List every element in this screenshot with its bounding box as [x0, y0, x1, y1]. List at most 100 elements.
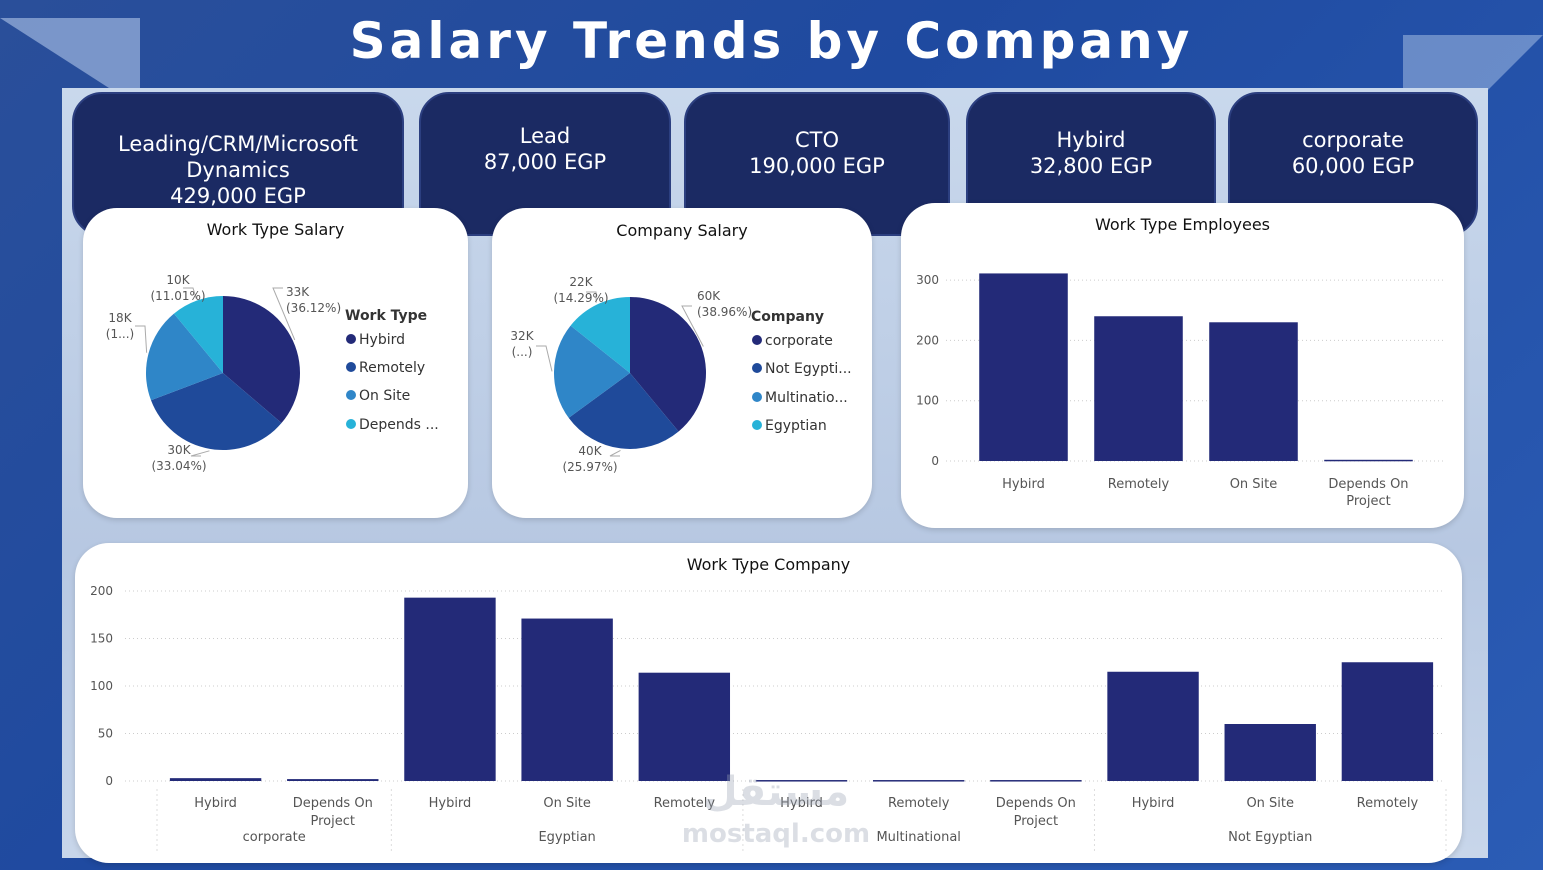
- x-tick-label: Remotely: [1108, 477, 1170, 492]
- bar[interactable]: [979, 273, 1068, 461]
- y-tick-label: 150: [90, 632, 113, 646]
- legend-item[interactable]: Multinatio...: [752, 390, 848, 406]
- x-tick-label: Remotely: [888, 796, 950, 811]
- chart-title: Work Type Salary: [206, 220, 345, 239]
- pie-data-label-pct: (1...): [106, 327, 134, 341]
- pie-data-label: 40K: [578, 444, 602, 458]
- company-salary-card: Company Salary 60K (38.96%) 40K (25.97%) 32K…: [492, 208, 872, 518]
- legend-item[interactable]: Not Egypti...: [752, 361, 852, 377]
- pie-data-label-pct: (33.04%): [151, 459, 206, 473]
- legend-label: Multinatio...: [765, 390, 848, 406]
- pie-data-label-pct: (11.01%): [150, 289, 205, 303]
- pie-data-label: 30K: [167, 443, 191, 457]
- kpi-value: 190,000 EGP: [749, 154, 885, 178]
- bar[interactable]: [990, 780, 1082, 782]
- pie-data-label-pct: (25.97%): [562, 460, 617, 474]
- bar[interactable]: [1324, 459, 1413, 462]
- legend-label: corporate: [765, 333, 833, 349]
- legend-label: Depends ...: [359, 417, 439, 433]
- x-tick-label: Project: [311, 814, 355, 829]
- watermark-latin: mostaql.com: [682, 819, 870, 849]
- page-title: Salary Trends by Company: [349, 12, 1194, 70]
- pie-slice[interactable]: [570, 297, 630, 373]
- legend-swatch: [752, 335, 762, 345]
- pie-slice[interactable]: [173, 296, 223, 373]
- kpi-label: Leading/CRM/Microsoft: [117, 132, 358, 156]
- pie-data-label-pct: (14.29%): [553, 291, 608, 305]
- chart-title: Company Salary: [616, 221, 748, 240]
- bar[interactable]: [287, 779, 379, 781]
- pie-leader-line: [190, 450, 210, 457]
- legend-swatch: [346, 390, 356, 400]
- chart-title: Work Type Company: [686, 555, 851, 574]
- kpi-value: 429,000 EGP: [170, 184, 306, 208]
- x-tick-label: Remotely: [654, 796, 716, 811]
- bar[interactable]: [872, 780, 965, 782]
- bar[interactable]: [404, 597, 496, 781]
- work-type-salary-pie: 33K (36.12%) 30K (33.04%) 18K (1...) 10K (11.01…: [106, 273, 341, 473]
- group-label: Multinational: [876, 830, 960, 845]
- pie-data-label: 10K: [166, 273, 190, 287]
- bar[interactable]: [1224, 724, 1316, 781]
- x-tick-label: On Site: [1246, 796, 1294, 811]
- company-salary-pie: 60K (38.96%) 40K (25.97%) 32K (...) 22K (14.29%…: [510, 275, 752, 474]
- work-type-company-chart: 0 50 100 150 200 Hybird Depends On Project corpo…: [90, 584, 1447, 851]
- y-tick-label: 200: [916, 333, 939, 347]
- pie-data-label-pct: (38.96%): [697, 305, 752, 319]
- legend-swatch: [752, 420, 762, 430]
- x-tick-label: Depends On: [1328, 477, 1408, 492]
- legend-swatch: [752, 363, 762, 373]
- pie-leader-line: [536, 345, 553, 372]
- bar[interactable]: [1341, 662, 1434, 781]
- pie-slice[interactable]: [146, 313, 223, 401]
- pie-data-label: 60K: [697, 289, 721, 303]
- kpi-value: 32,800 EGP: [1029, 154, 1153, 178]
- x-tick-label: Hybird: [780, 796, 823, 811]
- pie-slice[interactable]: [630, 297, 706, 432]
- group-label: Not Egyptian: [1228, 830, 1312, 845]
- pie-leader-line: [272, 287, 296, 341]
- pie-slice[interactable]: [223, 296, 300, 424]
- x-tick-label: Remotely: [1357, 796, 1419, 811]
- pie-data-label-pct: (36.12%): [286, 301, 341, 315]
- bar[interactable]: [1107, 671, 1199, 781]
- legend-item[interactable]: Hybird: [346, 332, 405, 348]
- x-tick-label: Hybird: [194, 796, 237, 811]
- kpi-label: CTO: [794, 128, 840, 152]
- kpi-value: 87,000 EGP: [483, 150, 607, 174]
- legend-item[interactable]: On Site: [346, 388, 410, 404]
- kpi-value: 60,000 EGP: [1291, 154, 1415, 178]
- watermark-logo: مستقل mostaql.com: [682, 769, 870, 849]
- bar[interactable]: [1209, 322, 1298, 461]
- kpi-label: Lead: [519, 124, 571, 148]
- legend-item[interactable]: Remotely: [346, 360, 425, 376]
- y-tick-label: 100: [90, 679, 113, 693]
- legend-swatch: [346, 419, 356, 429]
- bar[interactable]: [1094, 316, 1183, 461]
- x-tick-label: Hybird: [1132, 796, 1175, 811]
- pie-slice[interactable]: [568, 373, 679, 449]
- pie-leader-line: [135, 325, 148, 353]
- x-tick-label: Depends On: [996, 796, 1076, 811]
- pie-slice[interactable]: [554, 325, 630, 418]
- kpi-label: corporate: [1302, 128, 1404, 152]
- watermark-arabic: مستقل: [703, 769, 849, 815]
- legend-swatch: [346, 362, 356, 372]
- legend-label: Egyptian: [765, 418, 827, 434]
- pie-slice[interactable]: [151, 373, 282, 450]
- legend-item[interactable]: corporate: [752, 333, 833, 349]
- pie-data-label: 32K: [510, 329, 534, 343]
- bar[interactable]: [638, 672, 731, 781]
- legend-label: Hybird: [359, 332, 405, 348]
- bar[interactable]: [169, 778, 262, 781]
- legend-title: Work Type: [345, 308, 428, 324]
- legend-item[interactable]: Egyptian: [752, 418, 827, 434]
- bar[interactable]: [521, 618, 613, 781]
- work-type-company-card: Work Type Company 0 50 100 150 200 Hybird Depe…: [75, 543, 1462, 863]
- legend-title: Company: [751, 309, 825, 325]
- work-type-salary-card: Work Type Salary 33K (36.12%) 30K (33.04%) 1…: [83, 208, 468, 518]
- bar[interactable]: [755, 780, 848, 782]
- pie-data-label: 22K: [569, 275, 593, 289]
- x-tick-label: Project: [1346, 494, 1390, 509]
- legend-item[interactable]: Depends ...: [346, 417, 439, 433]
